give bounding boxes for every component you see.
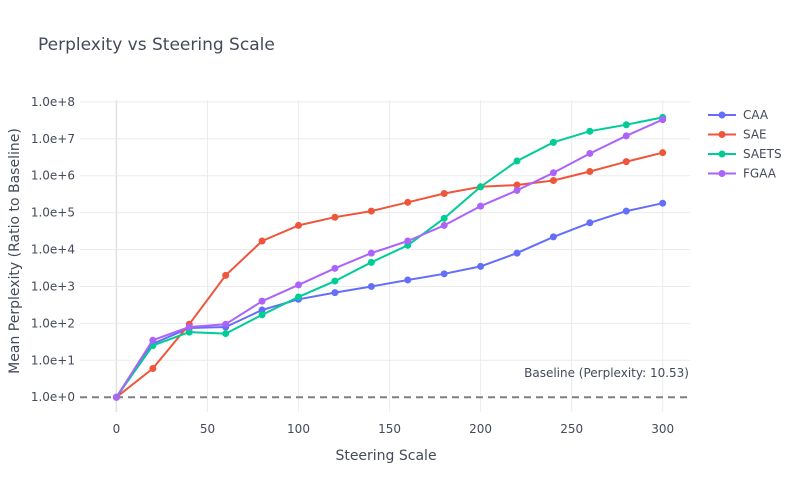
series-line-sae [115,151,663,398]
data-point-saets [586,127,594,135]
legend-label: SAETS [743,147,782,161]
y-tick-label: 1.0e+7 [31,132,75,146]
y-tick-label: 1.0e+1 [31,353,75,367]
series-fgaa [112,116,667,401]
series-line-fgaa [115,118,664,398]
data-point-saets [295,293,303,301]
chart-title: Perplexity vs Steering Scale [38,35,275,55]
data-point-fgaa [586,149,594,157]
data-point-fgaa [659,116,667,124]
data-point-saets [513,157,521,165]
data-point-caa [622,207,630,215]
data-point-sae [549,177,557,185]
data-point-saets [258,311,266,319]
data-point-saets [222,330,230,338]
data-point-sae [586,167,594,175]
baseline-annotation: Baseline (Perplexity: 10.53) [524,366,689,380]
data-point-saets [185,328,193,336]
data-point-caa [440,270,448,278]
data-point-caa [477,262,485,270]
data-point-fgaa [440,221,448,229]
data-point-sae [331,213,339,221]
data-point-fgaa [295,281,303,289]
series-line-saets [115,116,663,398]
data-point-fgaa [622,132,630,140]
data-point-fgaa [477,202,485,210]
x-tick-label: 150 [378,422,401,436]
data-point-caa [513,249,521,257]
data-point-sae [440,189,448,197]
legend-swatch-marker [718,131,726,138]
data-point-sae [222,271,230,279]
x-tick-label: 50 [200,422,215,436]
data-point-fgaa [185,323,193,331]
data-point-fgaa [404,237,412,245]
data-point-fgaa [149,336,157,344]
data-point-fgaa [513,186,521,194]
legend-item-saets: SAETS [708,147,782,161]
data-point-saets [622,121,630,129]
data-point-caa [331,289,339,297]
y-tick-label: 1.0e+3 [31,279,75,293]
y-tick-label: 1.0e+5 [31,206,75,220]
data-point-sae [513,181,521,189]
x-tick-label: 300 [651,422,674,436]
legend-swatch-marker [718,111,726,119]
data-point-sae [295,221,303,229]
data-point-caa [586,219,594,227]
legend-swatch-marker [718,170,726,177]
y-tick-label: 1.0e+2 [31,316,75,330]
legend-label: SAE [743,128,767,142]
data-point-sae [258,237,266,245]
x-tick-label: 0 [113,422,121,436]
data-point-fgaa [549,169,557,177]
data-point-fgaa [112,393,120,401]
data-point-saets [440,214,448,222]
data-point-fgaa [222,320,230,328]
legend-item-sae: SAE [708,128,767,142]
data-point-saets [331,277,339,285]
data-point-caa [549,233,557,241]
data-point-saets [367,258,375,266]
x-tick-label: 250 [560,422,583,436]
y-tick-label: 1.0e+0 [31,390,75,404]
data-point-saets [549,138,557,146]
legend-item-caa: CAA [708,108,769,122]
data-point-saets [477,183,485,191]
baseline-layer: Baseline (Perplexity: 10.53) [80,366,690,399]
tick-layer: 0 50 100 150 200 250 300 1.0e+0 1.0e+1 1.0e+2 1.0e… [31,95,674,436]
x-axis-title: Steering Scale [335,448,436,464]
data-point-caa [367,282,375,290]
x-tick-label: 200 [469,422,492,436]
y-tick-label: 1.0e+4 [31,243,75,257]
data-point-sae [622,158,630,166]
y-axis-title: Mean Perplexity (Ratio to Baseline) [7,128,23,374]
data-point-sae [367,207,375,215]
data-point-sae [404,198,412,206]
data-point-caa [258,306,266,314]
data-point-sae [149,364,157,372]
data-point-caa [404,276,412,284]
legend-item-fgaa: FGAA [708,167,777,181]
data-point-fgaa [258,297,266,305]
legend-label: FGAA [743,167,777,181]
series-line-caa [115,202,663,398]
legend: CAA SAE SAETS FGAA [708,108,782,181]
series-layer [112,113,667,401]
data-point-fgaa [331,264,339,272]
x-tick-label: 100 [287,422,310,436]
y-tick-label: 1.0e+8 [31,95,75,109]
data-point-caa [659,199,667,207]
data-point-fgaa [367,249,375,257]
legend-swatch-marker [718,150,726,158]
data-point-sae [659,149,667,157]
y-tick-label: 1.0e+6 [31,169,75,183]
legend-label: CAA [743,108,769,122]
